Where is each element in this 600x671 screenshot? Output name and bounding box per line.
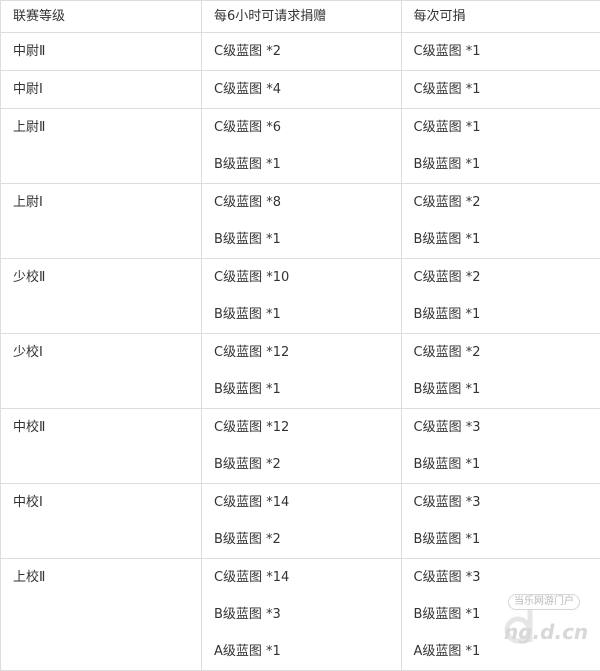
rank-label: 上尉Ⅱ bbox=[13, 109, 201, 146]
donate-item: B级蓝图 *1 bbox=[414, 221, 600, 258]
table-row: 中尉Ⅱ C级蓝图 *2 C级蓝图 *1 bbox=[1, 33, 600, 71]
rank-cell: 少校Ⅱ bbox=[1, 259, 202, 334]
request-item: C级蓝图 *14 bbox=[214, 484, 401, 521]
rank-label: 上校Ⅱ bbox=[13, 559, 201, 596]
rank-label: 中校Ⅰ bbox=[13, 484, 201, 521]
donate-item: B级蓝图 *1 bbox=[414, 296, 600, 333]
donate-cell: C级蓝图 *1 bbox=[401, 71, 600, 109]
rank-label: 中尉Ⅰ bbox=[13, 71, 201, 108]
request-item: A级蓝图 *1 bbox=[214, 633, 401, 670]
donate-item: B级蓝图 *1 bbox=[414, 521, 600, 558]
rank-label: 中尉Ⅱ bbox=[13, 33, 201, 70]
table-row: 中尉Ⅰ C级蓝图 *4 C级蓝图 *1 bbox=[1, 71, 600, 109]
donate-item: C级蓝图 *2 bbox=[414, 334, 600, 371]
request-item: B级蓝图 *3 bbox=[214, 596, 401, 633]
rank-cell: 中尉Ⅰ bbox=[1, 71, 202, 109]
request-cell: C级蓝图 *2 bbox=[202, 33, 402, 71]
request-item: B级蓝图 *1 bbox=[214, 371, 401, 408]
donate-item: B级蓝图 *1 bbox=[414, 371, 600, 408]
request-item: C级蓝图 *10 bbox=[214, 259, 401, 296]
donate-item: C级蓝图 *1 bbox=[414, 71, 600, 108]
donate-item: C级蓝图 *2 bbox=[414, 184, 600, 221]
donate-item: C级蓝图 *2 bbox=[414, 259, 600, 296]
donate-item: C级蓝图 *3 bbox=[414, 484, 600, 521]
rank-cell: 中尉Ⅱ bbox=[1, 33, 202, 71]
donate-item: B级蓝图 *1 bbox=[414, 146, 600, 183]
donate-item: C级蓝图 *3 bbox=[414, 409, 600, 446]
donate-item: A级蓝图 *1 bbox=[414, 633, 600, 670]
donate-cell: C级蓝图 *1 bbox=[401, 33, 600, 71]
request-item: B级蓝图 *2 bbox=[214, 446, 401, 483]
rank-cell: 中校Ⅰ bbox=[1, 484, 202, 559]
request-item: C级蓝图 *4 bbox=[214, 71, 401, 108]
rank-label: 上尉Ⅰ bbox=[13, 184, 201, 221]
header-request: 每6小时可请求捐赠 bbox=[202, 1, 402, 33]
rank-label: 中校Ⅱ bbox=[13, 409, 201, 446]
request-item: C级蓝图 *6 bbox=[214, 109, 401, 146]
rank-cell: 上尉Ⅰ bbox=[1, 184, 202, 259]
request-item: B级蓝图 *2 bbox=[214, 521, 401, 558]
rank-cell: 中校Ⅱ bbox=[1, 409, 202, 484]
request-item: C级蓝图 *12 bbox=[214, 409, 401, 446]
donate-item: B级蓝图 *1 bbox=[414, 596, 600, 633]
request-item: C级蓝图 *14 bbox=[214, 559, 401, 596]
rank-cell: 上校Ⅱ bbox=[1, 559, 202, 671]
rank-cell: 少校Ⅰ bbox=[1, 334, 202, 409]
donate-item: C级蓝图 *3 bbox=[414, 559, 600, 596]
donate-item: C级蓝图 *1 bbox=[414, 109, 600, 146]
table-header: 联赛等级 每6小时可请求捐赠 每次可捐 bbox=[1, 1, 600, 33]
donate-item: C级蓝图 *1 bbox=[414, 33, 600, 70]
rank-label: 少校Ⅰ bbox=[13, 334, 201, 371]
request-item: C级蓝图 *8 bbox=[214, 184, 401, 221]
request-item: B级蓝图 *1 bbox=[214, 296, 401, 333]
request-item: C级蓝图 *2 bbox=[214, 33, 401, 70]
request-item: B级蓝图 *1 bbox=[214, 146, 401, 183]
header-rank: 联赛等级 bbox=[1, 1, 202, 33]
request-cell: C级蓝图 *4 bbox=[202, 71, 402, 109]
request-item: C级蓝图 *12 bbox=[214, 334, 401, 371]
donate-item: B级蓝图 *1 bbox=[414, 446, 600, 483]
rank-cell: 上尉Ⅱ bbox=[1, 109, 202, 184]
header-donate: 每次可捐 bbox=[401, 1, 600, 33]
request-item: B级蓝图 *1 bbox=[214, 221, 401, 258]
rank-label: 少校Ⅱ bbox=[13, 259, 201, 296]
